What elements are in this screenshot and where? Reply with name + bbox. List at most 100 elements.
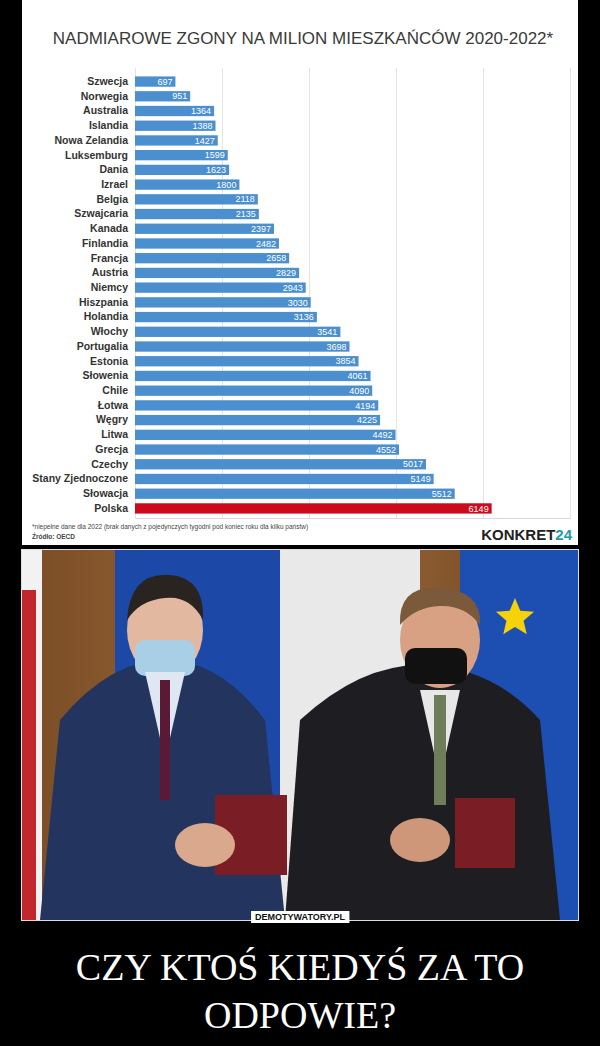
category-label: Szwajcaria [74,207,128,219]
grid-line [483,68,484,518]
y-tick: Włochy [91,325,128,337]
y-tick: Izrael [101,178,128,190]
category-label: Polska [94,502,128,514]
bar [135,430,396,440]
bar [135,400,378,410]
y-tick: Luksemburg [65,149,128,161]
logo-word: KONKRET [481,526,555,543]
category-label: Portugalia [77,340,129,352]
bar [135,121,216,131]
photo-background [22,550,578,920]
category-label: Chile [102,384,128,396]
y-tick: Niemcy [91,281,129,293]
flag-red [22,590,36,920]
bar [135,135,218,145]
y-tick: Hiszpania [79,296,128,308]
y-tick: Polska [94,502,128,514]
person-right-tie [434,695,446,805]
y-tick: Finlandia [82,237,128,249]
y-tick: Słowacja [83,487,128,499]
y-tick: Estonia [90,355,128,367]
category-label: Słowacja [83,487,128,499]
y-tick: Chile [102,384,128,396]
y-tick: Litwa [101,428,128,440]
person-right-suit [285,665,560,920]
grid-tick [483,68,484,518]
photo [22,550,578,920]
data-label: 5512 [432,489,452,499]
grid-line [570,68,571,518]
bar [135,165,229,175]
flag-star [496,598,534,634]
y-tick: Australia [83,104,128,116]
bar [135,76,175,86]
y-tick: Kanada [90,222,128,234]
y-tick: Portugalia [77,340,129,352]
category-label: Estonia [90,355,128,367]
bar [135,312,317,322]
data-label: 2482 [256,239,276,249]
y-tick: Szwecja [87,75,128,87]
data-label: 2118 [235,194,254,204]
flag-white [22,550,42,920]
y-tick: Nowa Zelandia [54,134,128,146]
person-right-mask [405,648,467,684]
category-label: Słowenia [82,369,128,381]
y-tick: Węgry [96,413,128,425]
category-label: Dania [99,163,128,175]
bar [135,224,274,234]
bar [135,503,492,513]
bars [135,76,492,513]
page: NADMIAROWE ZGONY NA MILION MIESZKAŃCÓW 2… [0,0,600,1046]
data-label: 1800 [216,180,236,190]
category-label: Kanada [90,222,128,234]
data-label: 2658 [266,253,286,263]
category-label: Węgry [96,413,128,425]
logo-number: 24 [555,526,572,543]
person-right-hand [390,818,450,862]
data-label: 2135 [236,209,256,219]
data-label: 3030 [288,298,308,308]
bar [135,282,306,292]
data-label: 5149 [411,474,431,484]
bar [135,341,349,351]
bar [135,91,190,101]
bar [135,386,372,396]
category-label: Nowa Zelandia [54,134,128,146]
data-label: 4061 [348,371,368,381]
bar [135,415,380,425]
category-label: Stany Zjednoczone [32,472,128,484]
photo-frame [22,550,579,921]
bar [135,268,299,278]
category-label: Belgia [96,193,128,205]
background [0,0,600,1046]
caption: CZY KTOŚ KIEDYŚ ZA TOODPOWIE? [76,946,524,1036]
person-left-mask [135,640,195,676]
y-tick: Dania [99,163,128,175]
data-label: 3854 [336,356,356,366]
category-label: Niemcy [91,281,129,293]
person-left-tie [160,680,170,800]
y-tick: Holandia [84,310,128,322]
bar [135,106,214,116]
data-label: 4090 [349,386,369,396]
category-label: Hiszpania [79,296,128,308]
data-labels: 6979511364138814271599162318002118213523… [157,77,488,514]
y-tick: Islandia [89,119,128,131]
y-tick: Słowenia [82,369,128,381]
category-label: Litwa [101,428,128,440]
category-label: Włochy [91,325,128,337]
watermark-box [251,911,349,923]
category-label: Australia [83,104,128,116]
bar [135,194,258,204]
bar [135,179,239,189]
data-label: 1388 [192,121,212,131]
category-label: Grecja [95,443,128,455]
chart-panel [22,0,578,545]
bar [135,297,311,307]
y-tick: Szwajcaria [74,207,128,219]
chart-title: NADMIAROWE ZGONY NA MILION MIESZKAŃCÓW 2… [53,29,554,48]
data-label: 4492 [373,430,393,440]
footnote: *niepełne dane dla 2022 (brak danych z p… [32,523,308,531]
bar [135,474,434,484]
